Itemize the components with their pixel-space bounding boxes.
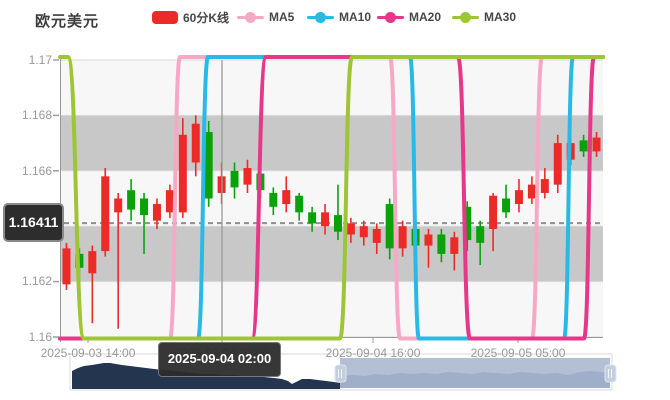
navigator-left-handle[interactable]: [334, 364, 347, 383]
y-tick-1.17: 1.17: [28, 53, 52, 67]
axis-pointer-time-tooltip: 2025-09-04 02:00: [158, 342, 281, 377]
x-tick-label-3: 2025-09-04 16:00: [325, 346, 421, 360]
y-tick-1.168: 1.168: [21, 108, 52, 122]
legend-item-ma5[interactable]: MA5: [237, 9, 294, 25]
legend-item-ma20[interactable]: MA20: [377, 9, 441, 25]
legend-item-kline[interactable]: 60分K线: [152, 9, 229, 25]
ma-line-series: [58, 55, 605, 341]
axis-pointer-price-label: 1.16411: [3, 203, 64, 242]
x-tick-label-1: 2025-09-03 14:00: [40, 346, 136, 360]
chart-title: 欧元美元: [35, 13, 100, 30]
legend-label-ma30: MA30: [484, 10, 517, 24]
legend-item-ma10[interactable]: MA10: [307, 9, 371, 25]
ma30-legend-marker-icon: [452, 11, 479, 24]
kline-legend-swatch: [152, 10, 178, 24]
plot-split-bands: [60, 60, 603, 337]
legend-label-ma5: MA5: [269, 10, 295, 24]
ma20-legend-marker-icon: [377, 11, 404, 24]
y-tick-1.16: 1.16: [28, 330, 52, 344]
legend-label-kline: 60分K线: [183, 10, 230, 25]
y-tick-1.162: 1.162: [21, 274, 52, 288]
ma5-legend-marker-icon: [237, 11, 264, 24]
x-tick-label-4: 2025-09-05 05:00: [470, 346, 566, 360]
navigator-right-handle[interactable]: [604, 364, 617, 383]
legend-label-ma20: MA20: [409, 10, 442, 24]
navigator-selection-shadow: [340, 371, 610, 388]
legend-label-ma10: MA10: [339, 10, 372, 24]
ma10-legend-marker-icon: [307, 11, 334, 24]
legend-item-ma30[interactable]: MA30: [452, 9, 516, 25]
y-tick-1.166: 1.166: [21, 164, 52, 178]
